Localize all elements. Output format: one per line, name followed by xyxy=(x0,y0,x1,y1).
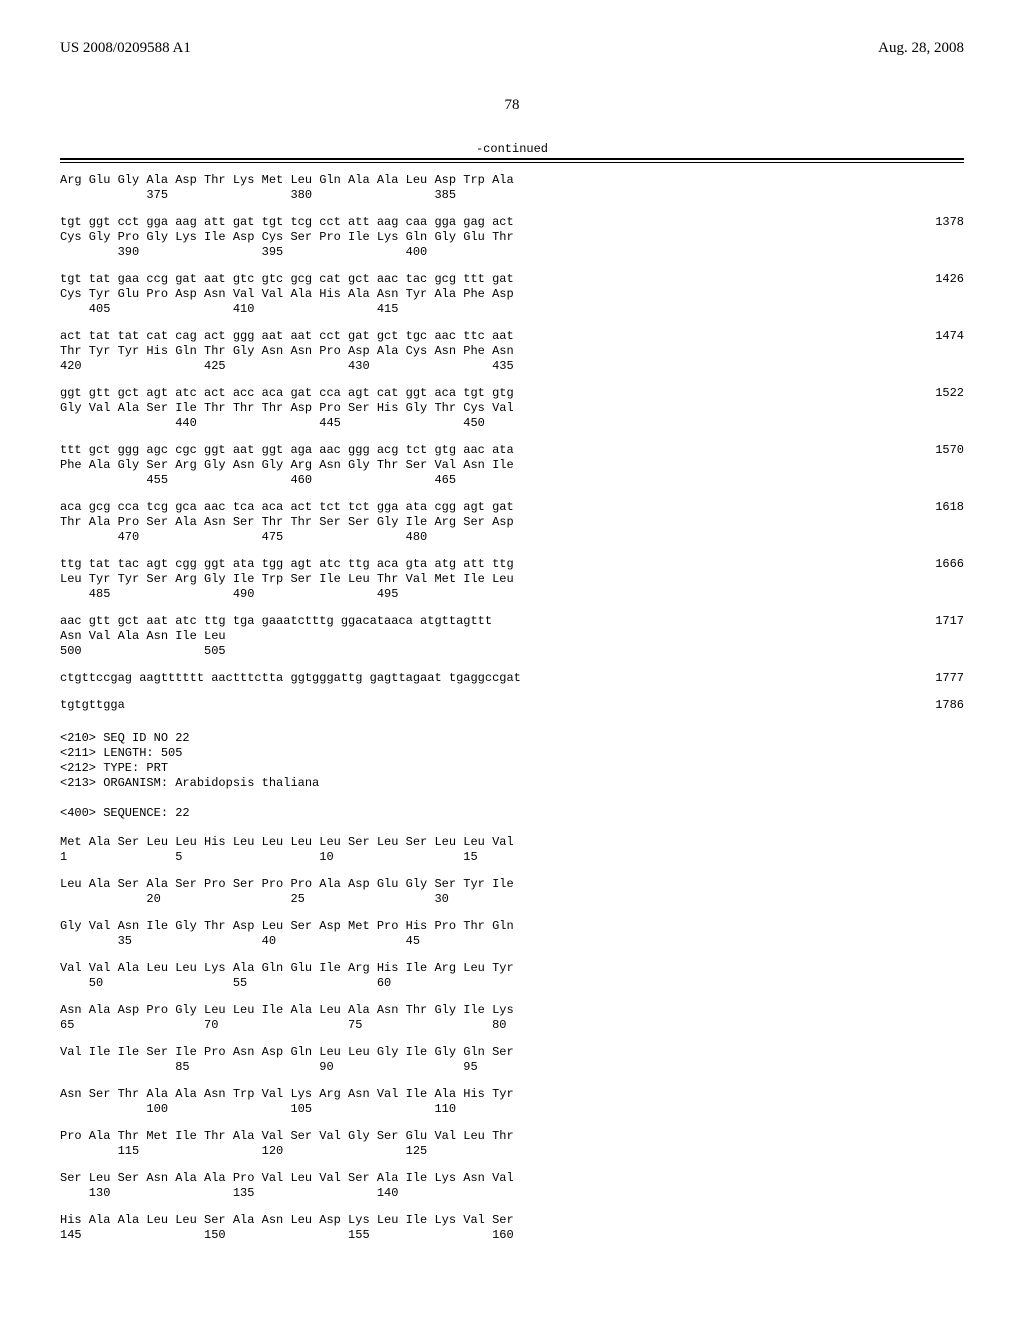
sequence-block: Met Ala Ser Leu Leu His Leu Leu Leu Leu … xyxy=(60,835,964,865)
sequence-block: ttg tat tac agt cgg ggt ata tgg agt atc … xyxy=(60,557,964,602)
sequence-block: Arg Glu Gly Ala Asp Thr Lys Met Leu Gln … xyxy=(60,173,964,203)
sequence-line: 500 505 xyxy=(60,644,964,659)
sequence-line: 440 445 450 xyxy=(60,416,964,431)
sequence-line: Thr Ala Pro Ser Ala Asn Ser Thr Thr Ser … xyxy=(60,515,964,530)
sequence-line: Cys Gly Pro Gly Lys Ile Asp Cys Ser Pro … xyxy=(60,230,964,245)
sequence-metadata: <210> SEQ ID NO 22 <211> LENGTH: 505 <21… xyxy=(60,731,964,821)
sequence-position-number: 1570 xyxy=(911,443,964,458)
sequence-line: Met Ala Ser Leu Leu His Leu Leu Leu Leu … xyxy=(60,835,964,850)
sequence-line: 65 70 75 80 xyxy=(60,1018,964,1033)
sequence-line: His Ala Ala Leu Leu Ser Ala Asn Leu Asp … xyxy=(60,1213,964,1228)
sequence-line: ttt gct ggg agc cgc ggt aat ggt aga aac … xyxy=(60,443,514,458)
sequence-line: aac gtt gct aat atc ttg tga gaaatctttg g… xyxy=(60,614,492,629)
sequence-position-number: 1717 xyxy=(911,614,964,629)
sequence-block: ctgttccgag aagtttttt aactttctta ggtgggat… xyxy=(60,671,964,686)
sequence-line: tgtgttgga xyxy=(60,698,125,713)
divider-under xyxy=(60,162,964,163)
sequence-line: Pro Ala Thr Met Ile Thr Ala Val Ser Val … xyxy=(60,1129,964,1144)
sequence-line: act tat tat cat cag act ggg aat aat cct … xyxy=(60,329,514,344)
sequence-block: Asn Ser Thr Ala Ala Asn Trp Val Lys Arg … xyxy=(60,1087,964,1117)
patent-number: US 2008/0209588 A1 xyxy=(60,40,191,57)
sequence-line: Asn Ala Asp Pro Gly Leu Leu Ile Ala Leu … xyxy=(60,1003,964,1018)
sequence-line: 485 490 495 xyxy=(60,587,964,602)
sequence-line: Leu Ala Ser Ala Ser Pro Ser Pro Pro Ala … xyxy=(60,877,964,892)
sequence-line: 50 55 60 xyxy=(60,976,964,991)
sequence-line: 375 380 385 xyxy=(60,188,964,203)
sequence-line: tgt tat gaa ccg gat aat gtc gtc gcg cat … xyxy=(60,272,514,287)
sequence-block: ggt gtt gct agt atc act acc aca gat cca … xyxy=(60,386,964,431)
sequence-line: tgt ggt cct gga aag att gat tgt tcg cct … xyxy=(60,215,514,230)
sequence-block: His Ala Ala Leu Leu Ser Ala Asn Leu Asp … xyxy=(60,1213,964,1243)
sequence-position-number: 1618 xyxy=(911,500,964,515)
sequence-line: Val Ile Ile Ser Ile Pro Asn Asp Gln Leu … xyxy=(60,1045,964,1060)
sequence-position-number: 1666 xyxy=(911,557,964,572)
sequence-line: ctgttccgag aagtttttt aactttctta ggtgggat… xyxy=(60,671,521,686)
sequence-block: Asn Ala Asp Pro Gly Leu Leu Ile Ala Leu … xyxy=(60,1003,964,1033)
sequence-line: Phe Ala Gly Ser Arg Gly Asn Gly Arg Asn … xyxy=(60,458,964,473)
sequence-line: 390 395 400 xyxy=(60,245,964,260)
sequence-block: tgt tat gaa ccg gat aat gtc gtc gcg cat … xyxy=(60,272,964,317)
sequence-line: ttg tat tac agt cgg ggt ata tgg agt atc … xyxy=(60,557,514,572)
sequence-line: Gly Val Ala Ser Ile Thr Thr Thr Asp Pro … xyxy=(60,401,964,416)
sequence-block: Val Val Ala Leu Leu Lys Ala Gln Glu Ile … xyxy=(60,961,964,991)
sequence-line: 1 5 10 15 xyxy=(60,850,964,865)
sequence-line: Asn Ser Thr Ala Ala Asn Trp Val Lys Arg … xyxy=(60,1087,964,1102)
sequence-block: tgt ggt cct gga aag att gat tgt tcg cct … xyxy=(60,215,964,260)
sequence-line: Cys Tyr Glu Pro Asp Asn Val Val Ala His … xyxy=(60,287,964,302)
sequence-line: 115 120 125 xyxy=(60,1144,964,1159)
sequence-line: 20 25 30 xyxy=(60,892,964,907)
sequence-position-number: 1777 xyxy=(911,671,964,686)
sequence-line: Gly Val Asn Ile Gly Thr Asp Leu Ser Asp … xyxy=(60,919,964,934)
sequence-line: 130 135 140 xyxy=(60,1186,964,1201)
sequence-block: Ser Leu Ser Asn Ala Ala Pro Val Leu Val … xyxy=(60,1171,964,1201)
sequence-line: 470 475 480 xyxy=(60,530,964,545)
sequence-line: ggt gtt gct agt atc act acc aca gat cca … xyxy=(60,386,514,401)
sequence-line: Arg Glu Gly Ala Asp Thr Lys Met Leu Gln … xyxy=(60,173,964,188)
patent-date: Aug. 28, 2008 xyxy=(878,40,964,57)
sequence-position-number: 1786 xyxy=(911,698,964,713)
sequence-line: Val Val Ala Leu Leu Lys Ala Gln Glu Ile … xyxy=(60,961,964,976)
sequence-block: aac gtt gct aat atc ttg tga gaaatctttg g… xyxy=(60,614,964,659)
sequence-line: Leu Tyr Tyr Ser Arg Gly Ile Trp Ser Ile … xyxy=(60,572,964,587)
sequence-line: aca gcg cca tcg gca aac tca aca act tct … xyxy=(60,500,514,515)
sequence-line: Asn Val Ala Asn Ile Leu xyxy=(60,629,964,644)
sequence-line: Thr Tyr Tyr His Gln Thr Gly Asn Asn Pro … xyxy=(60,344,964,359)
sequence-listing: Arg Glu Gly Ala Asp Thr Lys Met Leu Gln … xyxy=(60,173,964,1243)
sequence-block: act tat tat cat cag act ggg aat aat cct … xyxy=(60,329,964,374)
sequence-line: 455 460 465 xyxy=(60,473,964,488)
sequence-block: Val Ile Ile Ser Ile Pro Asn Asp Gln Leu … xyxy=(60,1045,964,1075)
page-number: 78 xyxy=(60,97,964,114)
divider-top xyxy=(60,158,964,160)
sequence-position-number: 1426 xyxy=(911,272,964,287)
page-header: US 2008/0209588 A1 Aug. 28, 2008 xyxy=(60,40,964,57)
sequence-line: Ser Leu Ser Asn Ala Ala Pro Val Leu Val … xyxy=(60,1171,964,1186)
sequence-line: 85 90 95 xyxy=(60,1060,964,1075)
sequence-block: ttt gct ggg agc cgc ggt aat ggt aga aac … xyxy=(60,443,964,488)
sequence-line: 100 105 110 xyxy=(60,1102,964,1117)
sequence-block: Leu Ala Ser Ala Ser Pro Ser Pro Pro Ala … xyxy=(60,877,964,907)
sequence-position-number: 1378 xyxy=(911,215,964,230)
sequence-line: 420 425 430 435 xyxy=(60,359,964,374)
sequence-line: 35 40 45 xyxy=(60,934,964,949)
continued-label: -continued xyxy=(60,142,964,156)
sequence-position-number: 1474 xyxy=(911,329,964,344)
sequence-block: Gly Val Asn Ile Gly Thr Asp Leu Ser Asp … xyxy=(60,919,964,949)
sequence-block: Pro Ala Thr Met Ile Thr Ala Val Ser Val … xyxy=(60,1129,964,1159)
sequence-block: aca gcg cca tcg gca aac tca aca act tct … xyxy=(60,500,964,545)
sequence-position-number: 1522 xyxy=(911,386,964,401)
sequence-line: 405 410 415 xyxy=(60,302,964,317)
sequence-block: tgtgttgga 1786 xyxy=(60,698,964,713)
sequence-line: 145 150 155 160 xyxy=(60,1228,964,1243)
